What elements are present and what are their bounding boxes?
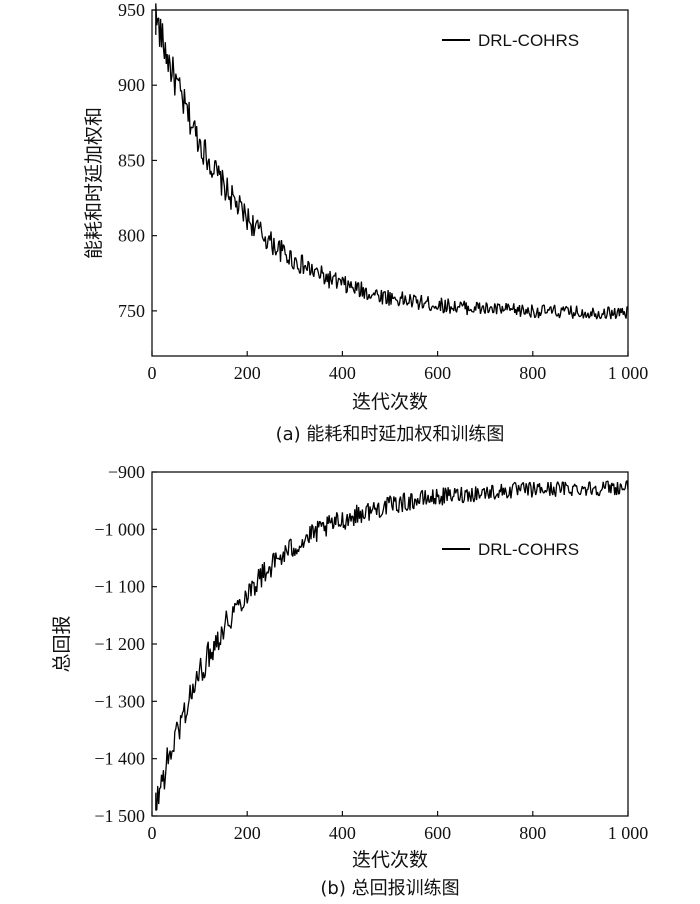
y-tick-label: 900 (118, 75, 145, 95)
y-tick-label: 800 (118, 226, 145, 246)
ticks-b: 0 200 400 600 800 1 000 −900 −1 000 −1 100 −1 200… (94, 462, 648, 843)
y-tick-label: 850 (118, 150, 145, 170)
series-line-a (155, 3, 629, 320)
y-tick-label: −1 300 (94, 691, 145, 711)
x-tick-label: 600 (424, 823, 451, 843)
legend-label-a: DRL-COHRS (478, 31, 579, 50)
legend-a: DRL-COHRS (442, 31, 579, 50)
y-tick-label: 950 (118, 0, 145, 20)
chart-title-b: (b) 总回报训练图 (320, 878, 459, 899)
plot-frame-b (151, 471, 629, 817)
x-tick-label: 400 (329, 823, 356, 843)
y-tick-label: −1 500 (94, 806, 145, 826)
x-tick-label: 800 (519, 823, 546, 843)
series-line-b (155, 480, 629, 811)
x-tick-label: 0 (148, 823, 157, 843)
x-tick-label: 800 (519, 363, 546, 383)
y-axis-label-b: 总回报 (51, 615, 73, 672)
y-tick-label: 750 (118, 301, 145, 321)
y-tick-label: −1 100 (94, 577, 145, 597)
x-tick-label: 400 (329, 363, 356, 383)
panel-a: 0 200 400 600 800 1 000 750 800 850 900 950 DRL-CO… (83, 0, 648, 445)
legend-label-b: DRL-COHRS (478, 540, 579, 559)
x-tick-label: 600 (424, 363, 451, 383)
ticks-a: 0 200 400 600 800 1 000 750 800 850 900 950 (118, 0, 648, 383)
y-tick-label: −1 400 (94, 749, 145, 769)
panel-b: 0 200 400 600 800 1 000 −900 −1 000 −1 100 −1 200… (51, 462, 648, 899)
x-tick-label: 1 000 (608, 823, 649, 843)
x-tick-label: 0 (148, 363, 157, 383)
x-tick-label: 1 000 (608, 363, 649, 383)
x-axis-label-a: 迭代次数 (352, 391, 428, 413)
y-axis-label-a: 能耗和时延加权和 (83, 107, 105, 259)
x-axis-label-b: 迭代次数 (352, 849, 428, 871)
chart-title-a: (a) 能耗和时延加权和训练图 (276, 424, 505, 445)
plot-frame-a (151, 9, 629, 357)
x-tick-label: 200 (234, 363, 261, 383)
y-tick-label: −1 000 (94, 519, 145, 539)
legend-b: DRL-COHRS (442, 540, 579, 559)
y-tick-label: −1 200 (94, 634, 145, 654)
y-tick-label: −900 (108, 462, 145, 482)
x-tick-label: 200 (234, 823, 261, 843)
